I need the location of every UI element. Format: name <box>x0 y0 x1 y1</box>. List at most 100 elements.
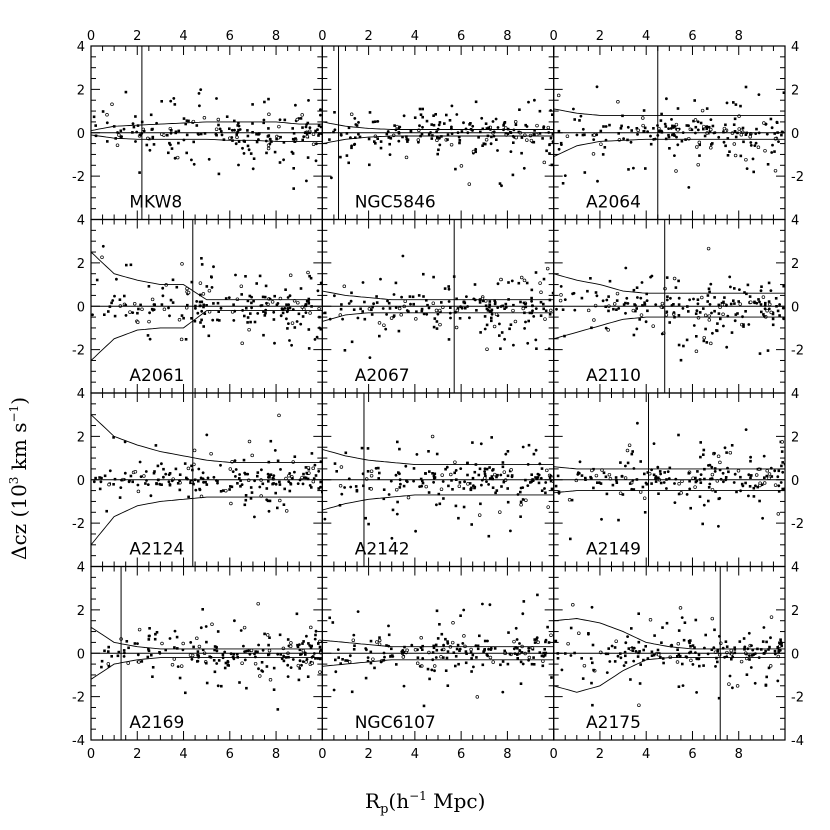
galaxy-point <box>506 662 510 666</box>
galaxy-point <box>197 467 201 471</box>
galaxy-point <box>147 634 151 638</box>
galaxy-point <box>129 263 133 267</box>
galaxy-point <box>168 314 171 318</box>
galaxy-point <box>661 626 664 629</box>
galaxy-point <box>709 118 713 121</box>
galaxy-point <box>638 650 641 653</box>
galaxy-point <box>184 691 187 695</box>
galaxy-point <box>448 119 452 122</box>
galaxy-point <box>490 316 493 320</box>
galaxy-point <box>685 338 689 342</box>
galaxy-point <box>486 639 489 643</box>
y-tick-label-left: -2 <box>72 344 85 359</box>
galaxy-point <box>288 273 293 278</box>
galaxy-point <box>260 468 263 472</box>
galaxy-point <box>521 445 525 449</box>
galaxy-point <box>756 485 759 489</box>
galaxy-point <box>388 142 391 146</box>
galaxy-point <box>536 593 539 597</box>
galaxy-point <box>210 286 214 289</box>
galaxy-point <box>319 113 322 117</box>
galaxy-point <box>771 323 775 327</box>
galaxy-point <box>724 476 728 479</box>
galaxy-point <box>164 648 167 652</box>
galaxy-point <box>213 648 216 652</box>
galaxy-point <box>230 485 234 489</box>
galaxy-point <box>488 655 493 660</box>
galaxy-point <box>509 468 513 472</box>
galaxy-point <box>257 667 260 671</box>
galaxy-point <box>676 655 679 658</box>
galaxy-point <box>240 483 244 486</box>
galaxy-point <box>523 327 526 330</box>
galaxy-point <box>782 317 785 321</box>
galaxy-point <box>759 303 763 306</box>
x-tick-label-bottom: 8 <box>503 747 511 762</box>
galaxy-point <box>632 288 636 292</box>
galaxy-point <box>196 653 199 657</box>
galaxy-point <box>160 483 163 486</box>
galaxy-point <box>242 458 246 462</box>
galaxy-point <box>246 134 250 138</box>
galaxy-point <box>139 133 142 137</box>
galaxy-point <box>267 97 270 101</box>
galaxy-point <box>667 127 670 130</box>
galaxy-point <box>189 479 193 483</box>
galaxy-point <box>239 629 243 632</box>
galaxy-point <box>500 485 503 488</box>
galaxy-point <box>100 659 104 663</box>
galaxy-point <box>434 643 438 647</box>
galaxy-point <box>311 655 315 658</box>
galaxy-point <box>307 642 310 645</box>
galaxy-point <box>446 650 450 653</box>
galaxy-point <box>504 302 508 306</box>
galaxy-point <box>561 182 565 185</box>
galaxy-point <box>696 298 700 301</box>
galaxy-point <box>695 309 699 313</box>
galaxy-point <box>467 182 472 186</box>
galaxy-point <box>297 312 301 316</box>
galaxy-point <box>425 299 428 302</box>
galaxy-point <box>420 132 424 136</box>
galaxy-point <box>350 291 353 295</box>
galaxy-point <box>608 123 611 127</box>
galaxy-point <box>373 140 376 143</box>
galaxy-point <box>579 114 583 118</box>
galaxy-point <box>200 263 204 266</box>
galaxy-point <box>773 137 778 141</box>
galaxy-point <box>369 487 373 491</box>
galaxy-point <box>263 295 267 299</box>
galaxy-point <box>430 434 435 439</box>
galaxy-point <box>290 321 295 325</box>
galaxy-point <box>762 626 766 629</box>
galaxy-point <box>583 171 587 174</box>
galaxy-point <box>556 657 560 660</box>
galaxy-point <box>101 110 105 113</box>
galaxy-point <box>659 472 662 476</box>
galaxy-point <box>405 135 408 138</box>
galaxy-point <box>573 118 576 121</box>
galaxy-point <box>546 625 549 629</box>
galaxy-point <box>352 633 356 637</box>
galaxy-point <box>559 285 563 288</box>
galaxy-point <box>339 662 342 665</box>
galaxy-point <box>421 657 425 660</box>
galaxy-point <box>216 117 221 122</box>
galaxy-point <box>508 327 511 331</box>
galaxy-point <box>273 449 277 452</box>
galaxy-point <box>198 281 203 285</box>
galaxy-point <box>535 123 539 128</box>
galaxy-point <box>200 257 203 260</box>
galaxy-point <box>107 645 110 649</box>
galaxy-point <box>753 300 756 304</box>
galaxy-point <box>176 647 179 650</box>
galaxy-point <box>635 127 639 130</box>
galaxy-point <box>300 663 303 667</box>
galaxy-point <box>697 140 702 145</box>
galaxy-point <box>652 127 655 130</box>
galaxy-point <box>169 298 173 302</box>
galaxy-point <box>762 454 766 458</box>
galaxy-point <box>743 291 746 294</box>
galaxy-point <box>209 451 213 456</box>
galaxy-point <box>673 482 676 485</box>
